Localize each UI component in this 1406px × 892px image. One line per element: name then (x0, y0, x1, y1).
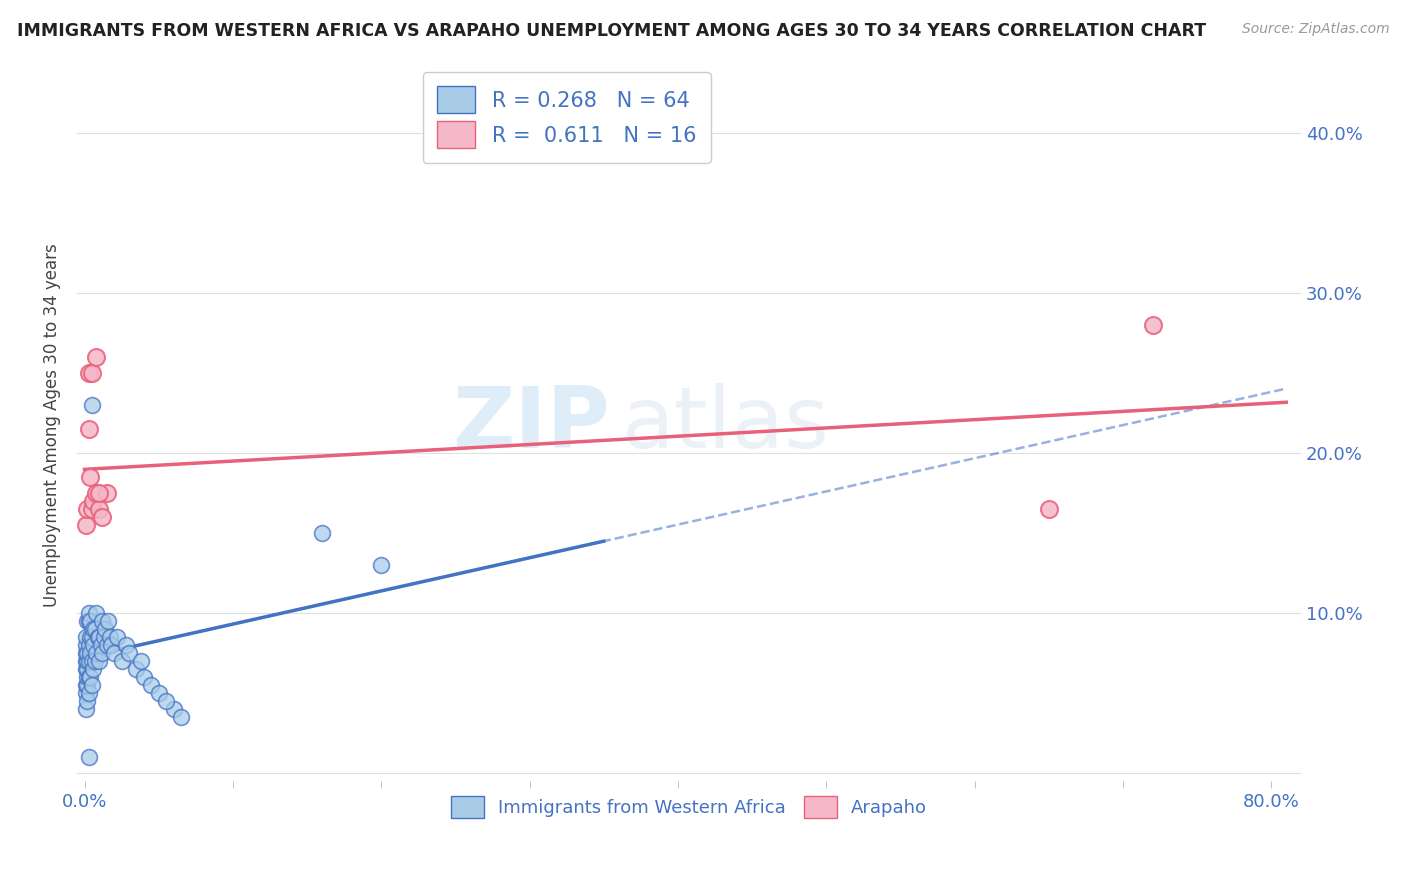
Point (76, 614, 98, 628)
Point (77, 614, 100, 628)
Text: ZIP: ZIP (451, 384, 610, 467)
Point (170, 710, 193, 724)
Point (82, 493, 104, 508)
Point (80, 398, 103, 412)
Point (91, 646, 114, 660)
Point (76, 646, 98, 660)
Point (80, 501, 103, 516)
Point (75, 654, 97, 668)
Point (77, 606, 100, 620)
Point (83, 622, 105, 636)
Point (75, 662, 97, 676)
Point (76, 694, 98, 708)
Point (94, 622, 117, 636)
Point (98, 630, 121, 644)
Point (118, 646, 141, 660)
Point (103, 646, 125, 660)
Text: Source: ZipAtlas.com: Source: ZipAtlas.com (1241, 22, 1389, 37)
Point (80, 366, 103, 380)
Point (75, 678, 97, 692)
Point (76, 501, 98, 516)
Point (77, 638, 100, 652)
Text: IMMIGRANTS FROM WESTERN AFRICA VS ARAPAHO UNEMPLOYMENT AMONG AGES 30 TO 34 YEARS: IMMIGRANTS FROM WESTERN AFRICA VS ARAPAH… (17, 22, 1206, 40)
Point (97, 614, 120, 628)
Point (79, 630, 101, 644)
Point (76, 678, 98, 692)
Point (80, 654, 103, 668)
Point (77, 654, 100, 668)
Point (132, 670, 155, 684)
Legend: Immigrants from Western Africa, Arapaho: Immigrants from Western Africa, Arapaho (444, 789, 934, 825)
Point (80, 630, 103, 644)
Point (89, 501, 111, 516)
Point (110, 654, 132, 668)
Point (91, 509, 114, 524)
Point (1038, 501, 1060, 516)
Point (82, 662, 104, 676)
Point (311, 525, 333, 540)
Point (105, 630, 128, 644)
Point (77, 366, 100, 380)
Point (86, 646, 108, 660)
Point (89, 654, 111, 668)
Point (79, 470, 101, 484)
Point (77, 670, 100, 684)
Point (100, 638, 122, 652)
Point (76, 654, 98, 668)
Point (75, 517, 97, 532)
Point (115, 638, 138, 652)
Point (82, 638, 104, 652)
Point (86, 485, 108, 500)
Point (76, 662, 98, 676)
Point (90, 638, 112, 652)
Point (75, 646, 97, 660)
Point (96, 485, 118, 500)
Point (83, 654, 105, 668)
Point (96, 638, 118, 652)
Point (93, 630, 115, 644)
Point (86, 606, 108, 620)
Point (75, 686, 97, 700)
Point (91, 614, 114, 628)
Point (148, 686, 170, 700)
Point (125, 662, 148, 676)
Point (77, 686, 100, 700)
Point (77, 750, 100, 764)
Point (162, 702, 184, 716)
Point (79, 614, 101, 628)
Point (87, 630, 110, 644)
Point (79, 646, 101, 660)
Point (79, 670, 101, 684)
Point (129, 654, 152, 668)
Point (89, 630, 111, 644)
Point (75, 638, 97, 652)
Point (75, 630, 97, 644)
Point (155, 694, 177, 708)
Point (76, 670, 98, 684)
Point (82, 622, 104, 636)
Point (370, 558, 392, 572)
Point (77, 422, 100, 436)
Text: atlas: atlas (621, 384, 830, 467)
Y-axis label: Unemployment Among Ages 30 to 34 years: Unemployment Among Ages 30 to 34 years (44, 243, 60, 607)
Point (80, 678, 103, 692)
Point (75, 702, 97, 716)
Point (89, 485, 111, 500)
Point (1142, 318, 1164, 332)
Point (86, 350, 108, 364)
Point (141, 678, 163, 692)
